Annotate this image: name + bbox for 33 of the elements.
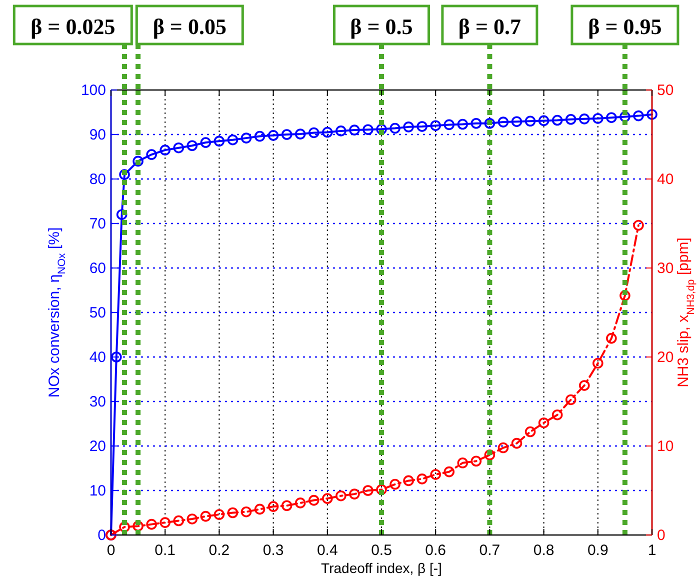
x-tick-label: 0.1 xyxy=(154,542,176,559)
y2-tick-label: 50 xyxy=(657,82,674,99)
y-tick-label: 30 xyxy=(89,394,106,410)
y2-tick-label: 0 xyxy=(657,527,666,544)
legend-label: β = 0.025 xyxy=(30,14,116,39)
y-tick-label: 70 xyxy=(89,216,106,232)
y-tick-label: 50 xyxy=(89,304,106,322)
y2-tick-label: 20 xyxy=(657,349,674,366)
x-tick-label: 0.6 xyxy=(425,542,446,559)
x-axis-title: Tradeoff index, β [-] xyxy=(321,560,442,576)
x-tick-label: 0.4 xyxy=(316,542,338,559)
y-tick-label: 90 xyxy=(89,126,106,144)
y-tick-label: 10 xyxy=(89,482,106,500)
x-tick-label: 0.8 xyxy=(533,542,554,559)
y-tick-label: 80 xyxy=(89,171,106,188)
x-tick-label: 0.3 xyxy=(262,542,284,559)
ref-line-label: β = 0.7 xyxy=(458,14,522,39)
y-tick-label: 60 xyxy=(89,260,106,277)
x-tick-label: 0.5 xyxy=(371,542,392,559)
y2-tick-label: 30 xyxy=(657,260,674,277)
ref-line-label: β = 0.05 xyxy=(152,14,226,39)
y-tick-label: 40 xyxy=(89,349,106,366)
x-tick-label: 0.2 xyxy=(208,542,230,559)
y-tick-label: 100 xyxy=(80,82,106,99)
x-tick-label: 1 xyxy=(648,542,656,559)
ref-line-label: β = 0.5 xyxy=(350,14,413,39)
x-tick-label: 0.9 xyxy=(587,542,608,559)
ref-line-label: β = 0.95 xyxy=(588,14,662,39)
x-tick-label: 0.7 xyxy=(479,542,500,559)
y2-tick-label: 10 xyxy=(657,438,674,455)
y2-tick-label: 40 xyxy=(657,171,674,188)
y-tick-label: 20 xyxy=(89,438,106,455)
y-tick-label: 0 xyxy=(98,527,106,544)
